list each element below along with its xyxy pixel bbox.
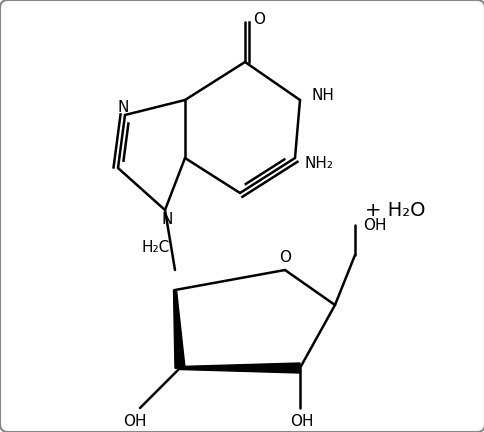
Text: + H₂O: + H₂O (364, 200, 424, 219)
Text: OH: OH (123, 414, 147, 429)
Polygon shape (180, 363, 300, 373)
Text: N: N (161, 213, 172, 228)
Text: NH₂: NH₂ (304, 156, 333, 171)
Text: OH: OH (362, 217, 386, 232)
Text: NH: NH (311, 88, 334, 102)
Text: N: N (117, 99, 128, 114)
Text: H₂C: H₂C (141, 241, 170, 255)
Text: O: O (278, 251, 290, 266)
Text: O: O (253, 13, 264, 28)
Polygon shape (173, 290, 184, 368)
Text: OH: OH (289, 414, 313, 429)
